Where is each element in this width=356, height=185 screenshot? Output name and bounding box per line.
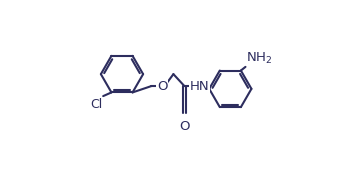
- Text: NH$_2$: NH$_2$: [246, 51, 273, 66]
- Text: Cl: Cl: [90, 98, 102, 111]
- Text: O: O: [179, 120, 190, 133]
- Text: HN: HN: [189, 80, 209, 92]
- Text: O: O: [157, 80, 168, 92]
